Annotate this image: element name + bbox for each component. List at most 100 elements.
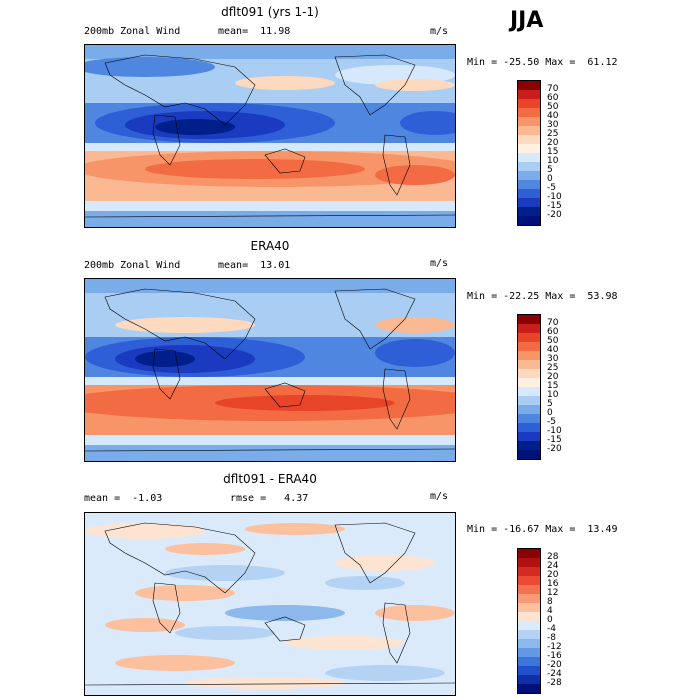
colorbar-swatch <box>518 369 540 378</box>
colorbar-swatch <box>518 351 540 360</box>
colorbar-tick-label: 5 <box>547 165 553 175</box>
panel3-map <box>84 512 456 696</box>
colorbar-swatch <box>518 576 540 585</box>
colorbar-tick-label: -10 <box>547 426 562 436</box>
colorbar-swatch <box>518 99 540 108</box>
colorbar-swatch <box>518 144 540 153</box>
panel1-units: m/s <box>430 26 449 37</box>
colorbar-swatch <box>518 108 540 117</box>
colorbar-tick-label: 4 <box>547 606 553 616</box>
colorbar-tick-label: 0 <box>547 408 553 418</box>
colorbar-swatch <box>518 612 540 621</box>
colorbar-tick-label: -8 <box>547 633 556 643</box>
colorbar-swatch <box>518 135 540 144</box>
colorbar-tick-label: 70 <box>547 318 559 328</box>
panel2-title: ERA40 <box>250 239 290 253</box>
panel2-field-label: 200mb Zonal Wind <box>84 260 181 271</box>
colorbar-tick-label: 8 <box>547 597 553 607</box>
colorbar-tick-label: 60 <box>547 327 559 337</box>
colorbar-swatch <box>518 639 540 648</box>
colorbar-tick-label: -20 <box>547 660 562 670</box>
colorbar-tick-label: 20 <box>547 372 559 382</box>
panel2-map-svg <box>85 279 455 461</box>
panel2-minmax: Min = -22.25 Max = 53.98 <box>467 291 618 302</box>
panel3-map-svg <box>85 513 455 695</box>
colorbar-tick-label: 16 <box>547 579 559 589</box>
colorbar-tick-label: 30 <box>547 354 559 364</box>
colorbar-tick-label: 10 <box>547 156 559 166</box>
colorbar-swatch <box>518 666 540 675</box>
panel3-colorbar <box>517 548 541 694</box>
colorbar-tick-label: 20 <box>547 570 559 580</box>
colorbar-tick-label: 25 <box>547 129 559 139</box>
colorbar-tick-label: -28 <box>547 678 562 688</box>
colorbar-tick-label: 15 <box>547 381 559 391</box>
colorbar-tick-label: -20 <box>547 444 562 454</box>
colorbar-swatch <box>518 378 540 387</box>
colorbar-tick-label: -4 <box>547 624 556 634</box>
panel1-minmax: Min = -25.50 Max = 61.12 <box>467 57 618 68</box>
colorbar-swatch <box>518 207 540 216</box>
colorbar-tick-label: 40 <box>547 111 559 121</box>
season-label: JJA <box>510 8 544 33</box>
panel1-title: dflt091 (yrs 1-1) <box>221 5 319 19</box>
colorbar-tick-label: -5 <box>547 417 556 427</box>
colorbar-swatch <box>518 594 540 603</box>
colorbar-swatch <box>518 162 540 171</box>
colorbar-swatch <box>518 549 540 558</box>
colorbar-tick-label: 24 <box>547 561 559 571</box>
panel1-colorbar <box>517 80 541 226</box>
panel3-title: dflt091 - ERA40 <box>223 472 317 486</box>
colorbar-swatch <box>518 684 540 693</box>
colorbar-tick-label: 40 <box>547 345 559 355</box>
colorbar-tick-label: 5 <box>547 399 553 409</box>
colorbar-tick-label: -20 <box>547 210 562 220</box>
colorbar-tick-label: 60 <box>547 93 559 103</box>
colorbar-swatch <box>518 423 540 432</box>
colorbar-swatch <box>518 189 540 198</box>
panel2-units: m/s <box>430 258 449 269</box>
panel3-units: m/s <box>430 491 449 502</box>
panel3-rmse: rmse = 4.37 <box>230 493 309 504</box>
colorbar-tick-label: 10 <box>547 390 559 400</box>
colorbar-swatch <box>518 567 540 576</box>
colorbar-tick-label: 12 <box>547 588 559 598</box>
panel1-map-svg <box>85 45 455 227</box>
panel2-colorbar <box>517 314 541 460</box>
colorbar-swatch <box>518 126 540 135</box>
colorbar-swatch <box>518 198 540 207</box>
colorbar-swatch <box>518 432 540 441</box>
panel3-minmax: Min = -16.67 Max = 13.49 <box>467 524 618 535</box>
colorbar-tick-label: 25 <box>547 363 559 373</box>
panel3-mean: mean = -1.03 <box>84 493 163 504</box>
colorbar-swatch <box>518 342 540 351</box>
colorbar-tick-label: 28 <box>547 552 559 562</box>
colorbar-tick-label: -10 <box>547 192 562 202</box>
colorbar-swatch <box>518 396 540 405</box>
colorbar-swatch <box>518 441 540 450</box>
colorbar-tick-label: -12 <box>547 642 562 652</box>
colorbar-swatch <box>518 81 540 90</box>
colorbar-swatch <box>518 603 540 612</box>
colorbar-swatch <box>518 360 540 369</box>
colorbar-swatch <box>518 657 540 666</box>
colorbar-tick-label: 50 <box>547 102 559 112</box>
colorbar-tick-label: 15 <box>547 147 559 157</box>
colorbar-swatch <box>518 585 540 594</box>
colorbar-swatch <box>518 387 540 396</box>
colorbar-swatch <box>518 333 540 342</box>
colorbar-swatch <box>518 180 540 189</box>
panel1-map <box>84 44 456 228</box>
colorbar-swatch <box>518 90 540 99</box>
colorbar-swatch <box>518 621 540 630</box>
colorbar-swatch <box>518 405 540 414</box>
colorbar-tick-label: -15 <box>547 201 562 211</box>
panel1-mean: mean= 11.98 <box>218 26 291 37</box>
colorbar-swatch <box>518 414 540 423</box>
colorbar-tick-label: 0 <box>547 615 553 625</box>
colorbar-swatch <box>518 171 540 180</box>
colorbar-swatch <box>518 558 540 567</box>
colorbar-tick-label: 50 <box>547 336 559 346</box>
colorbar-swatch <box>518 315 540 324</box>
colorbar-swatch <box>518 648 540 657</box>
